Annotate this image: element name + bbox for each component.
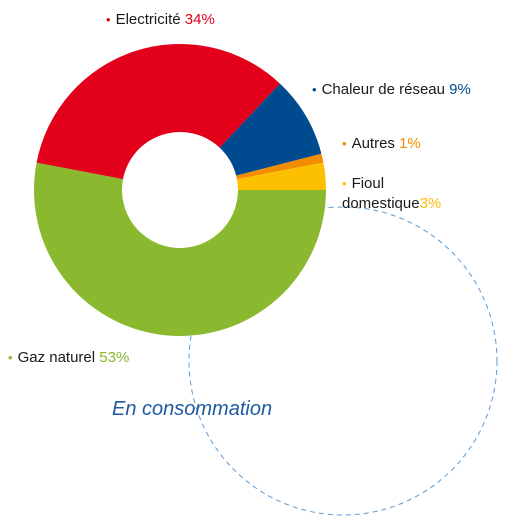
category-label: Electricité: [115, 11, 181, 28]
value-label: 34%: [184, 11, 215, 28]
donut-slice: [236, 153, 324, 180]
value-label: 53%: [99, 349, 130, 366]
category-label: Gaz naturel: [17, 349, 96, 366]
slice-label: • Chaleur de réseau 9%: [312, 80, 471, 100]
value-label: 3%: [419, 195, 442, 212]
slice-label: • Autres 1%: [342, 134, 421, 154]
donut-slice: [219, 83, 322, 176]
dashed-circle: [188, 206, 498, 516]
bullet: •: [342, 176, 347, 191]
slice-label: • Electricité 34%: [106, 10, 215, 30]
bullet: •: [312, 82, 317, 97]
donut-slice: [36, 44, 280, 180]
bullet: •: [106, 12, 111, 27]
slice-label: • Gaz naturel 53%: [8, 348, 129, 368]
slice-label: • Fioul domestique3%: [342, 174, 462, 214]
bullet: •: [342, 136, 347, 151]
category-label: Autres: [351, 135, 395, 152]
annotation: En consommation: [112, 398, 273, 420]
bullet: •: [8, 350, 13, 365]
value-label: 9%: [449, 81, 471, 98]
category-label: Fioul domestique: [342, 175, 420, 212]
category-label: Chaleur de réseau: [321, 81, 445, 98]
donut-slice: [236, 162, 326, 190]
value-label: 1%: [399, 135, 421, 152]
donut-slice: [34, 162, 326, 336]
